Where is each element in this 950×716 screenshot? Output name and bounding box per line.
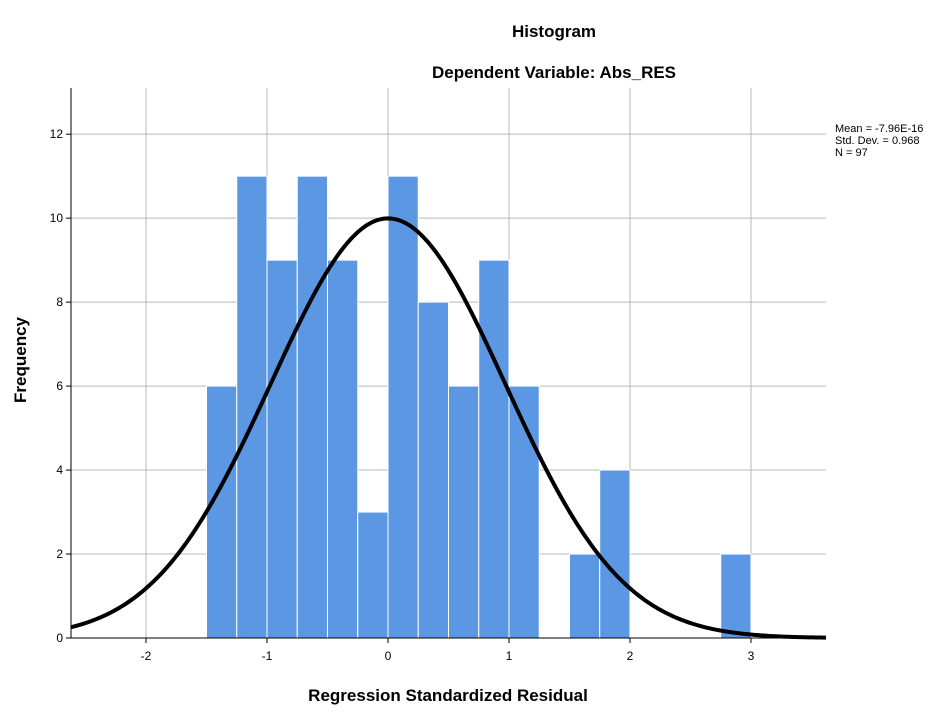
histogram-bar	[478, 259, 510, 639]
chart-subtitle: Dependent Variable: Abs_RES	[432, 63, 676, 82]
y-tick-label: 8	[56, 295, 63, 309]
normal-curve	[70, 216, 827, 640]
histogram-bar	[417, 301, 450, 639]
histogram-bar	[206, 385, 238, 639]
curve-layer	[70, 216, 827, 640]
histogram-bar	[448, 385, 480, 639]
histogram-bar	[357, 511, 389, 639]
histogram-bar	[266, 259, 298, 639]
stats-box: Mean = -7.96E-16 Std. Dev. = 0.968 N = 9…	[835, 123, 923, 159]
y-tick-label: 4	[56, 463, 63, 477]
histogram-bar	[296, 175, 329, 639]
stats-mean: Mean = -7.96E-16	[835, 123, 923, 135]
histogram-bar	[599, 469, 631, 639]
bars-layer	[206, 175, 752, 639]
y-tick-label: 2	[56, 547, 63, 561]
x-tick-label: -2	[141, 649, 152, 663]
x-tick-label: -1	[262, 649, 273, 663]
x-axis-label: Regression Standardized Residual	[308, 686, 588, 705]
y-tick-label: 6	[56, 379, 63, 393]
stats-n: N = 97	[835, 147, 868, 159]
stats-std-dev: Std. Dev. = 0.968	[835, 135, 920, 147]
x-tick-label: 3	[748, 649, 755, 663]
y-axis-label: Frequency	[11, 316, 30, 403]
x-tick-label: 2	[627, 649, 634, 663]
y-tick-label: 10	[50, 211, 64, 225]
axes-layer	[70, 88, 826, 639]
x-tick-label: 1	[506, 649, 513, 663]
histogram-bar	[568, 553, 601, 639]
histogram-bar	[327, 259, 359, 639]
histogram-bar	[720, 553, 752, 639]
chart-title: Histogram	[512, 22, 596, 41]
y-tick-label: 12	[50, 127, 64, 141]
histogram-bar	[387, 175, 419, 639]
y-tick-label: 0	[56, 631, 63, 645]
histogram-bar	[236, 175, 268, 639]
x-tick-label: 0	[385, 649, 392, 663]
